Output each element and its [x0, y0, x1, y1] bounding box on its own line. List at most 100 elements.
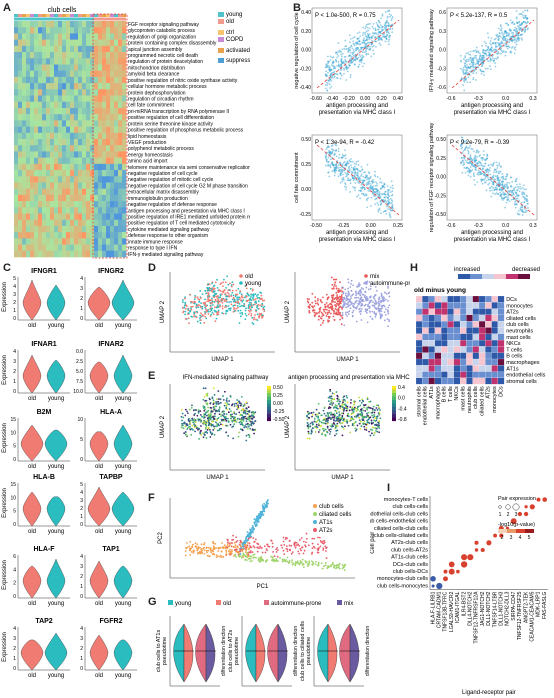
- scatter-point: [351, 176, 354, 179]
- scatter-point: [504, 38, 506, 41]
- scatter-point: [327, 62, 329, 65]
- scatter-point: [499, 25, 502, 28]
- heatmap-cell: [86, 64, 91, 71]
- heatmap-cell: [82, 33, 87, 40]
- umap-point: [373, 297, 376, 300]
- umap-point: [341, 290, 344, 293]
- umap-point: [238, 322, 241, 324]
- heatmap-cell: [102, 213, 107, 221]
- heatmap-cell: [62, 58, 67, 65]
- scatter-point: [357, 38, 359, 40]
- y-tick: 5: [13, 509, 16, 515]
- scatter-point: [510, 36, 513, 39]
- umap-point: [212, 429, 215, 431]
- scatter-point: [480, 62, 483, 64]
- umap-point: [348, 301, 350, 303]
- umap-point: [216, 423, 218, 425]
- heatmap-cell: [98, 225, 103, 233]
- panel-label-a: A: [3, 2, 11, 14]
- heatmap-cell: [26, 139, 31, 146]
- scatter-point: [466, 64, 468, 66]
- umap-point: [182, 311, 184, 314]
- umap-point: [377, 302, 380, 304]
- umap-point: [318, 310, 321, 313]
- umap-point: [221, 307, 224, 310]
- heatmap-cell: [106, 120, 111, 127]
- y-tick: 0: [13, 389, 16, 395]
- scatter-point: [391, 203, 394, 206]
- scatter-point: [359, 55, 362, 58]
- heatmap-cell: [34, 170, 39, 177]
- y-tick: 0.40: [301, 10, 311, 16]
- umap-point: [376, 302, 378, 304]
- heatmap-cell: [94, 70, 99, 78]
- heatmap-cell: [22, 238, 27, 245]
- umap-point: [186, 410, 188, 413]
- heatmap-cell: [70, 52, 75, 59]
- scatter-frame: [446, 134, 538, 221]
- umap-point: [369, 296, 371, 299]
- umap-point: [204, 411, 207, 414]
- scatter-point: [465, 145, 468, 148]
- heatmap-cell: [118, 120, 123, 127]
- heatmap-cell: [82, 170, 87, 177]
- umap-point: [218, 398, 220, 400]
- heatmap-cell: [122, 201, 127, 208]
- scatter-point: [468, 171, 471, 174]
- umap-point: [377, 307, 380, 310]
- heatmap-cell: [66, 83, 71, 90]
- scatter-point: [477, 151, 480, 154]
- term-label: VEGF production: [128, 140, 167, 146]
- umap-point: [225, 310, 228, 313]
- scatter-point: [505, 184, 508, 187]
- scatter-point: [494, 168, 497, 171]
- scatter-point: [482, 157, 485, 160]
- heatmap-cell: [34, 39, 39, 47]
- umap-point: [210, 313, 213, 316]
- scatter-point: [469, 155, 472, 158]
- umap-point: [342, 305, 345, 308]
- scatter-point: [348, 58, 351, 61]
- heatmap-cell: [94, 89, 99, 96]
- scatter-point: [485, 159, 487, 161]
- umap-point: [317, 318, 320, 321]
- y-label: UMAP 2: [160, 300, 166, 323]
- umap-point: [248, 305, 251, 308]
- legend-swatch: [218, 58, 224, 63]
- scatter-point: [367, 34, 370, 37]
- scatter-point: [518, 199, 520, 202]
- scatter-point: [349, 158, 352, 160]
- heatmap-cell: [98, 232, 103, 239]
- umap-point: [245, 426, 248, 429]
- scatter-point: [482, 172, 484, 175]
- scatter-point: [369, 45, 371, 48]
- scatter-point: [364, 31, 367, 34]
- heatmap-cell: [110, 250, 115, 258]
- heatmap-cell: [114, 107, 119, 115]
- heatmap-cell: [62, 45, 67, 53]
- scatter-point: [524, 14, 527, 17]
- heatmap-cell: [86, 145, 91, 152]
- scatter-point: [382, 35, 384, 38]
- umap-point: [184, 313, 186, 316]
- umap-point: [345, 313, 347, 316]
- heatmap-cell: [42, 250, 47, 258]
- heatmap-cell: [50, 58, 55, 65]
- umap-point: [217, 390, 220, 392]
- umap-point: [244, 318, 247, 321]
- umap-point: [350, 297, 352, 300]
- heatmap-cell: [102, 33, 107, 40]
- scatter-point: [378, 42, 381, 45]
- umap-point: [230, 410, 232, 413]
- scatter-point: [354, 56, 356, 58]
- umap-point: [330, 306, 332, 309]
- scatter-point: [478, 160, 480, 163]
- scatter-point: [363, 51, 366, 54]
- heatmap-cell: [90, 64, 95, 71]
- scatter-point: [331, 152, 333, 155]
- scatter-point: [472, 76, 475, 79]
- panel-label-c: C: [3, 262, 11, 274]
- annotation-bar-cell: [62, 14, 66, 17]
- umap-point: [184, 317, 187, 320]
- heatmap-cell: [122, 145, 127, 152]
